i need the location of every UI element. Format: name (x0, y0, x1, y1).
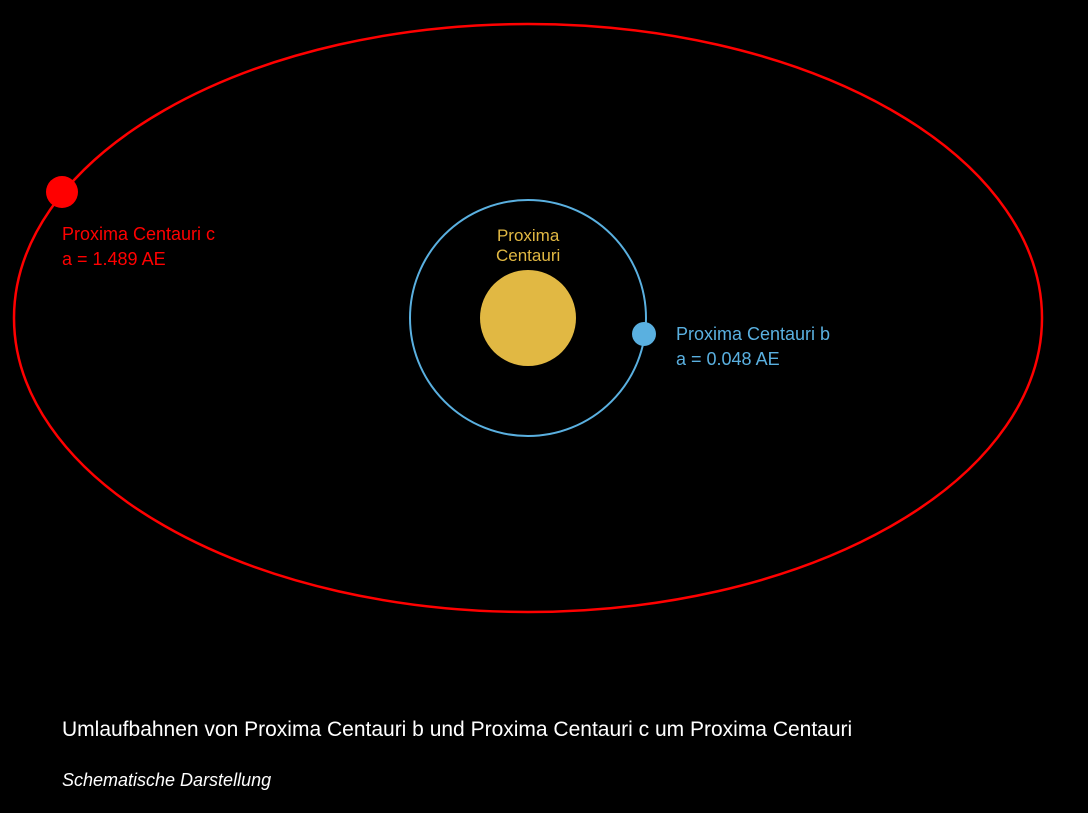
star-label: Proxima Centauri (496, 226, 560, 267)
caption-main: Umlaufbahnen von Proxima Centauri b und … (62, 718, 852, 742)
planet-c-name: Proxima Centauri c (62, 224, 215, 244)
planet-c-label: Proxima Centauri c a = 1.489 AE (62, 222, 215, 272)
star-label-line2: Centauri (496, 246, 560, 265)
planet-b-circle (632, 322, 656, 346)
planet-b-label: Proxima Centauri b a = 0.048 AE (676, 322, 830, 372)
planet-c-circle (46, 176, 78, 208)
star-label-line1: Proxima (497, 226, 559, 245)
planet-b-name: Proxima Centauri b (676, 324, 830, 344)
planet-c-param: a = 1.489 AE (62, 249, 166, 269)
orbit-diagram: Proxima Centauri Proxima Centauri b a = … (0, 0, 1088, 813)
caption-sub: Schematische Darstellung (62, 770, 271, 791)
planet-b-param: a = 0.048 AE (676, 349, 780, 369)
star-circle (480, 270, 576, 366)
orbit-svg (0, 0, 1088, 813)
